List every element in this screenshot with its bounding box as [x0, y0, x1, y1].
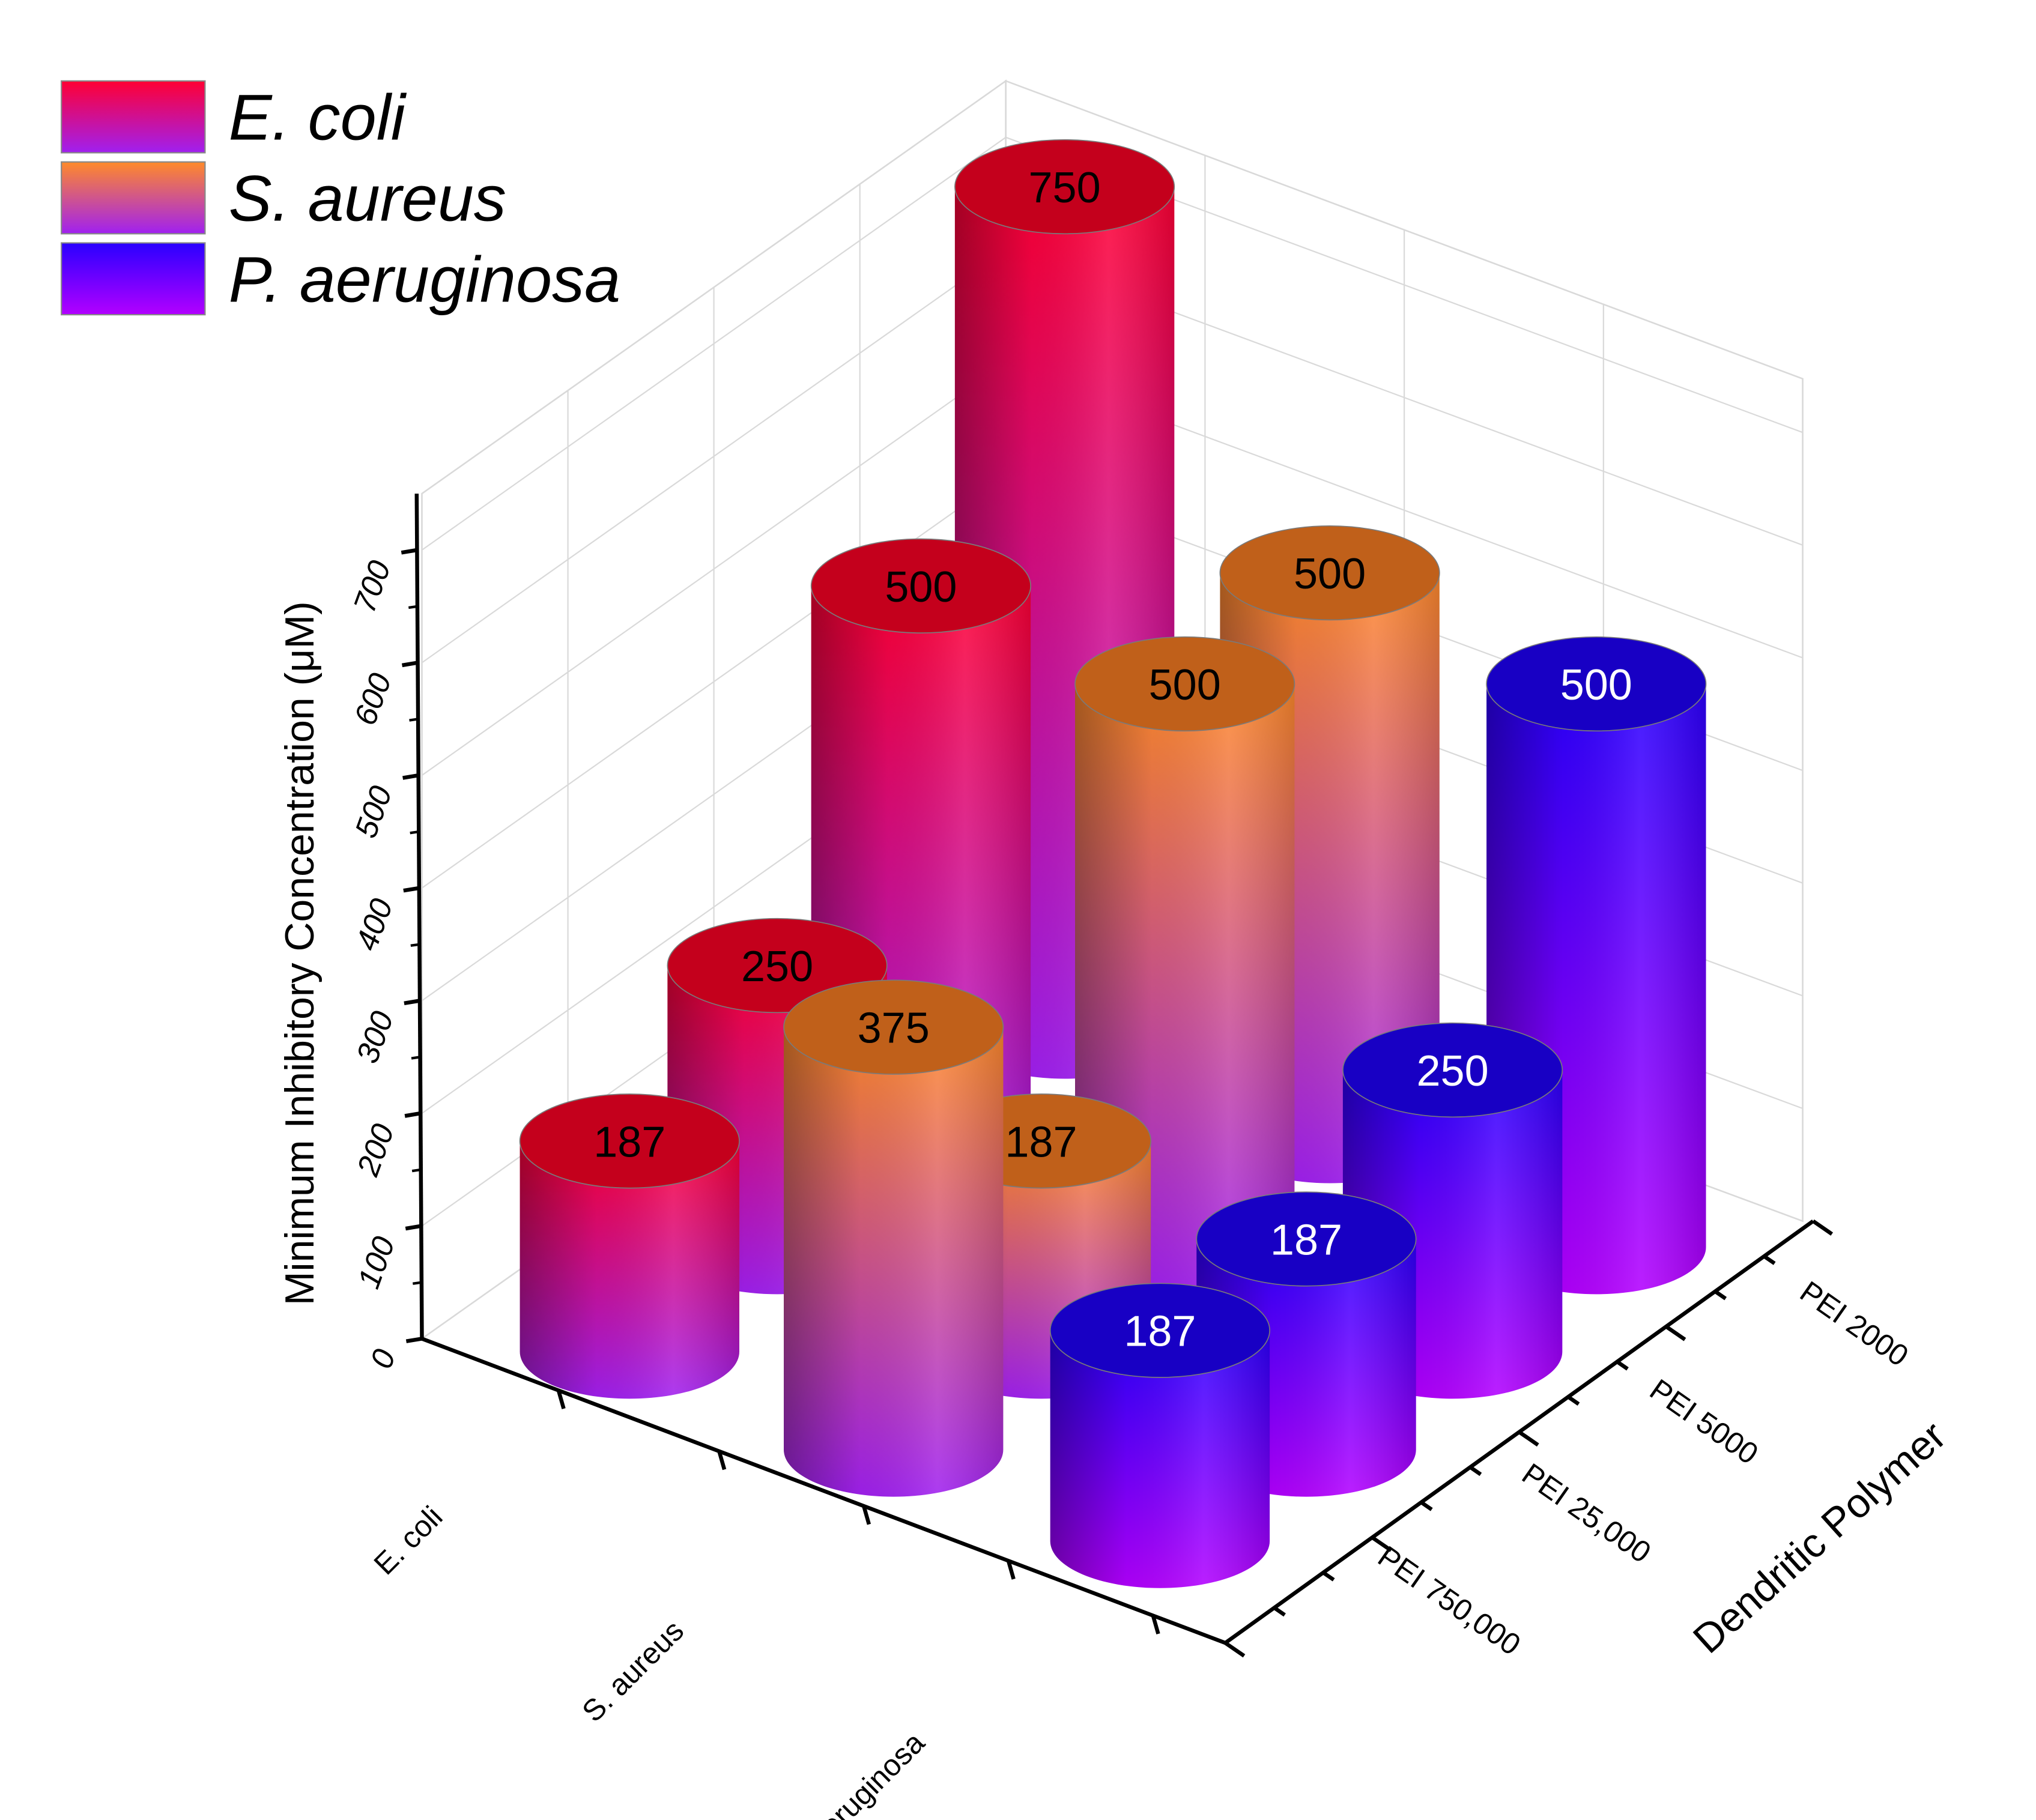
polymer-tick	[1665, 1325, 1686, 1341]
value-minor-tick	[408, 605, 418, 609]
polymer-label: PEI 750,000	[1372, 1540, 1527, 1662]
value-tick	[401, 661, 419, 668]
value-tick	[405, 1224, 422, 1231]
bar-shading	[1050, 1330, 1270, 1588]
bar-value-label: 500	[1149, 661, 1221, 709]
value-minor-tick	[413, 1281, 422, 1285]
bacteria-tick	[1151, 1615, 1160, 1634]
bacteria-label: E. coli	[368, 1499, 449, 1581]
bacteria-tick	[717, 1451, 727, 1471]
bar-saureus: 375	[783, 979, 1004, 1497]
value-tick	[402, 773, 419, 780]
bar-cap	[810, 538, 1031, 633]
bacteria-tick	[862, 1505, 871, 1525]
polymer-tick	[1224, 1641, 1246, 1658]
bar-value-label: 500	[1294, 550, 1366, 598]
polymer-tick	[1518, 1430, 1539, 1447]
polymer-tick	[1616, 1360, 1629, 1371]
bacteria-label: P. aeruginosa	[779, 1726, 931, 1820]
polymer-axis-line	[1224, 1219, 1814, 1645]
bar-value-label: 250	[741, 943, 813, 991]
bar-cap	[1486, 636, 1707, 732]
bar-value-label: 750	[1029, 164, 1101, 212]
polymer-label: PEI 25,000	[1516, 1457, 1657, 1570]
bar-shading	[520, 1141, 739, 1399]
bar-value-label: 187	[593, 1118, 665, 1166]
value-axis-line	[414, 494, 424, 1339]
bar-cap	[1074, 636, 1295, 732]
polymer-tick	[1322, 1571, 1335, 1582]
bars: 750 500 500 250 500 500 187 187 250 375 187 187	[519, 139, 1707, 1588]
bar-cap	[783, 979, 1004, 1075]
polymer-tick	[1713, 1290, 1727, 1301]
bar-value-label: 187	[1270, 1217, 1342, 1265]
value-tick-label: 400	[349, 894, 399, 955]
bar-value-label: 500	[885, 563, 957, 611]
value-tick-label: 600	[348, 669, 398, 730]
bar-paeruginosa: 187	[1049, 1283, 1270, 1588]
value-minor-tick	[411, 1168, 422, 1173]
value-tick-label: 700	[347, 556, 398, 617]
polymer-label: PEI 5000	[1644, 1373, 1765, 1471]
polymer-tick	[1567, 1395, 1580, 1406]
legend-swatch	[61, 242, 206, 316]
value-tick	[404, 999, 420, 1006]
value-tick	[405, 1337, 423, 1343]
legend-label: P. aeruginosa	[229, 243, 621, 315]
bacteria-tick	[1006, 1560, 1016, 1580]
legend: E. coli S. aureus P. aeruginosa	[61, 80, 621, 316]
value-minor-tick	[411, 1056, 421, 1060]
value-tick-label: 200	[350, 1119, 401, 1181]
polymer-tick	[1420, 1501, 1433, 1511]
value-axis-title: Minimum Inhibitory Concentration (μM)	[277, 601, 323, 1305]
polymer-tick	[1371, 1535, 1393, 1552]
bar-cap	[1342, 1022, 1563, 1118]
bar-value-label: 375	[858, 1005, 930, 1053]
value-minor-tick	[409, 718, 419, 722]
bar-shading	[784, 1027, 1004, 1497]
bar-value-label: 187	[1124, 1308, 1196, 1356]
bar-cap	[1049, 1283, 1270, 1378]
value-tick	[401, 548, 417, 555]
polymer-label: PEI 2000	[1794, 1275, 1915, 1373]
bar-cap	[519, 1093, 740, 1189]
polymer-tick	[1812, 1219, 1834, 1236]
bacteria-tick	[556, 1389, 566, 1409]
legend-label: E. coli	[229, 81, 407, 154]
value-tick-label: 500	[348, 781, 399, 842]
value-tick-label: 300	[350, 1007, 401, 1068]
value-minor-tick	[410, 943, 420, 947]
value-tick	[403, 886, 420, 893]
legend-swatch	[61, 80, 206, 154]
value-tick-label: 0	[364, 1345, 402, 1373]
bar-value-label: 187	[1005, 1118, 1077, 1166]
value-minor-tick	[410, 830, 420, 835]
polymer-tick	[1763, 1254, 1776, 1265]
bar-value-label: 250	[1417, 1047, 1489, 1095]
bacteria-axis-line	[421, 1337, 1226, 1645]
bar-value-label: 500	[1560, 661, 1632, 709]
value-tick-label: 100	[351, 1232, 402, 1293]
bar-cap	[1196, 1191, 1417, 1287]
polymer-tick	[1469, 1465, 1482, 1477]
bacteria-label: S. aureus	[575, 1613, 690, 1728]
bar-ecoli: 187	[519, 1093, 740, 1399]
value-tick	[404, 1111, 421, 1118]
bar-cap	[1219, 525, 1440, 621]
legend-label: S. aureus	[229, 162, 506, 235]
legend-swatch	[61, 161, 206, 235]
bar-cap	[954, 139, 1175, 235]
polymer-tick	[1273, 1606, 1286, 1617]
